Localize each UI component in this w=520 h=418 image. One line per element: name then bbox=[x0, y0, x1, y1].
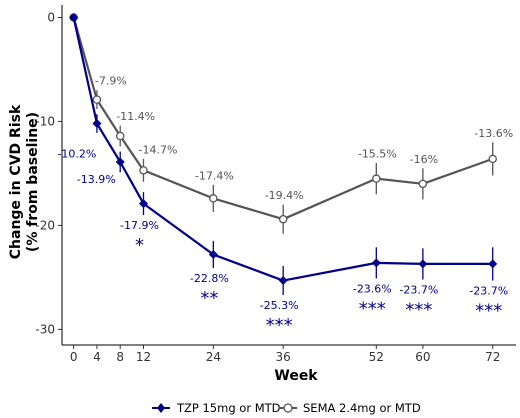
data-point-sema bbox=[418, 179, 428, 189]
data-label-tzp: -10.2% bbox=[57, 148, 96, 161]
open-circle-icon bbox=[283, 403, 293, 413]
data-point-tzp bbox=[371, 258, 381, 268]
y-axis-title-line1: Change in CVD Risk bbox=[8, 104, 24, 259]
data-label-tzp: -22.8% bbox=[190, 272, 229, 285]
data-point-tzp bbox=[208, 250, 218, 260]
labels-layer: -7.9% -10.2% -11.4% -13.9% -14.7% -17.9% * -17.… bbox=[57, 75, 513, 336]
legend-item-sema: SEMA 2.4mg or MTD bbox=[279, 401, 421, 415]
data-label-sema: -11.4% bbox=[116, 110, 155, 123]
data-point-tzp bbox=[69, 12, 79, 22]
y-tick-label: -30 bbox=[35, 322, 55, 336]
data-point-tzp bbox=[138, 199, 148, 209]
data-point-sema bbox=[139, 166, 148, 175]
y-tick-label: 0 bbox=[47, 10, 55, 24]
significance-marker: ** bbox=[200, 288, 218, 309]
data-label-tzp: -13.9% bbox=[77, 173, 116, 186]
significance-marker: *** bbox=[359, 298, 386, 319]
diamond-icon bbox=[157, 403, 165, 413]
x-tick-label: 24 bbox=[206, 350, 221, 364]
data-label-sema: -17.4% bbox=[195, 169, 234, 182]
x-tick-label: 12 bbox=[136, 350, 151, 364]
significance-marker: *** bbox=[405, 299, 432, 320]
significance-marker: *** bbox=[266, 315, 293, 336]
y-tick-label: -10 bbox=[35, 114, 55, 128]
series-layer bbox=[69, 12, 498, 296]
x-tick-label: 0 bbox=[70, 350, 78, 364]
data-point-tzp bbox=[92, 119, 102, 129]
x-tick-label: 60 bbox=[415, 350, 430, 364]
x-tick-label: 36 bbox=[276, 350, 291, 364]
data-point-sema bbox=[278, 214, 288, 224]
data-point-sema bbox=[92, 95, 102, 104]
y-axis-title-line2: (% from baseline) bbox=[25, 112, 41, 252]
x-tick-label: 72 bbox=[485, 350, 500, 364]
data-label-tzp: -23.6% bbox=[353, 282, 392, 295]
data-point-sema bbox=[115, 131, 125, 141]
data-label-sema: -13.6% bbox=[474, 127, 513, 140]
data-point-sema bbox=[209, 194, 218, 203]
data-label-tzp: -25.3% bbox=[260, 299, 299, 312]
significance-marker: * bbox=[135, 235, 144, 256]
data-label-sema: -19.4% bbox=[265, 189, 304, 202]
x-axis-title: Week bbox=[274, 368, 318, 384]
legend-label-tzp: TZP 15mg or MTD bbox=[176, 401, 281, 415]
data-label-sema: -14.7% bbox=[138, 143, 177, 156]
axes bbox=[61, 5, 516, 346]
data-point-sema bbox=[372, 174, 381, 183]
data-point-tzp bbox=[115, 157, 125, 167]
x-tick-label: 52 bbox=[369, 350, 384, 364]
data-label-sema: -7.9% bbox=[95, 75, 127, 88]
legend-item-tzp: TZP 15mg or MTD bbox=[152, 401, 281, 415]
data-label-sema: -16% bbox=[410, 153, 438, 166]
legend-label-sema: SEMA 2.4mg or MTD bbox=[303, 401, 421, 415]
data-point-tzp bbox=[278, 276, 288, 286]
significance-marker: *** bbox=[475, 301, 502, 322]
legend: TZP 15mg or MTD SEMA 2.4mg or MTD bbox=[152, 401, 421, 415]
ticks: 0 -10 -20 -30 0 4 8 12 24 36 52 60 72 bbox=[35, 10, 500, 364]
data-point-sema bbox=[488, 154, 497, 164]
y-axis-title: Change in CVD Risk (% from baseline) bbox=[8, 104, 41, 259]
x-tick-label: 8 bbox=[116, 350, 124, 364]
y-tick-label: -20 bbox=[35, 218, 55, 232]
data-point-tzp bbox=[418, 259, 428, 269]
data-label-tzp: -23.7% bbox=[399, 283, 438, 296]
data-label-tzp: -23.7% bbox=[469, 285, 508, 298]
data-point-tzp bbox=[488, 259, 498, 269]
x-tick-label: 4 bbox=[93, 350, 101, 364]
data-label-tzp: -17.9% bbox=[120, 219, 159, 232]
data-label-sema: -15.5% bbox=[358, 148, 397, 161]
